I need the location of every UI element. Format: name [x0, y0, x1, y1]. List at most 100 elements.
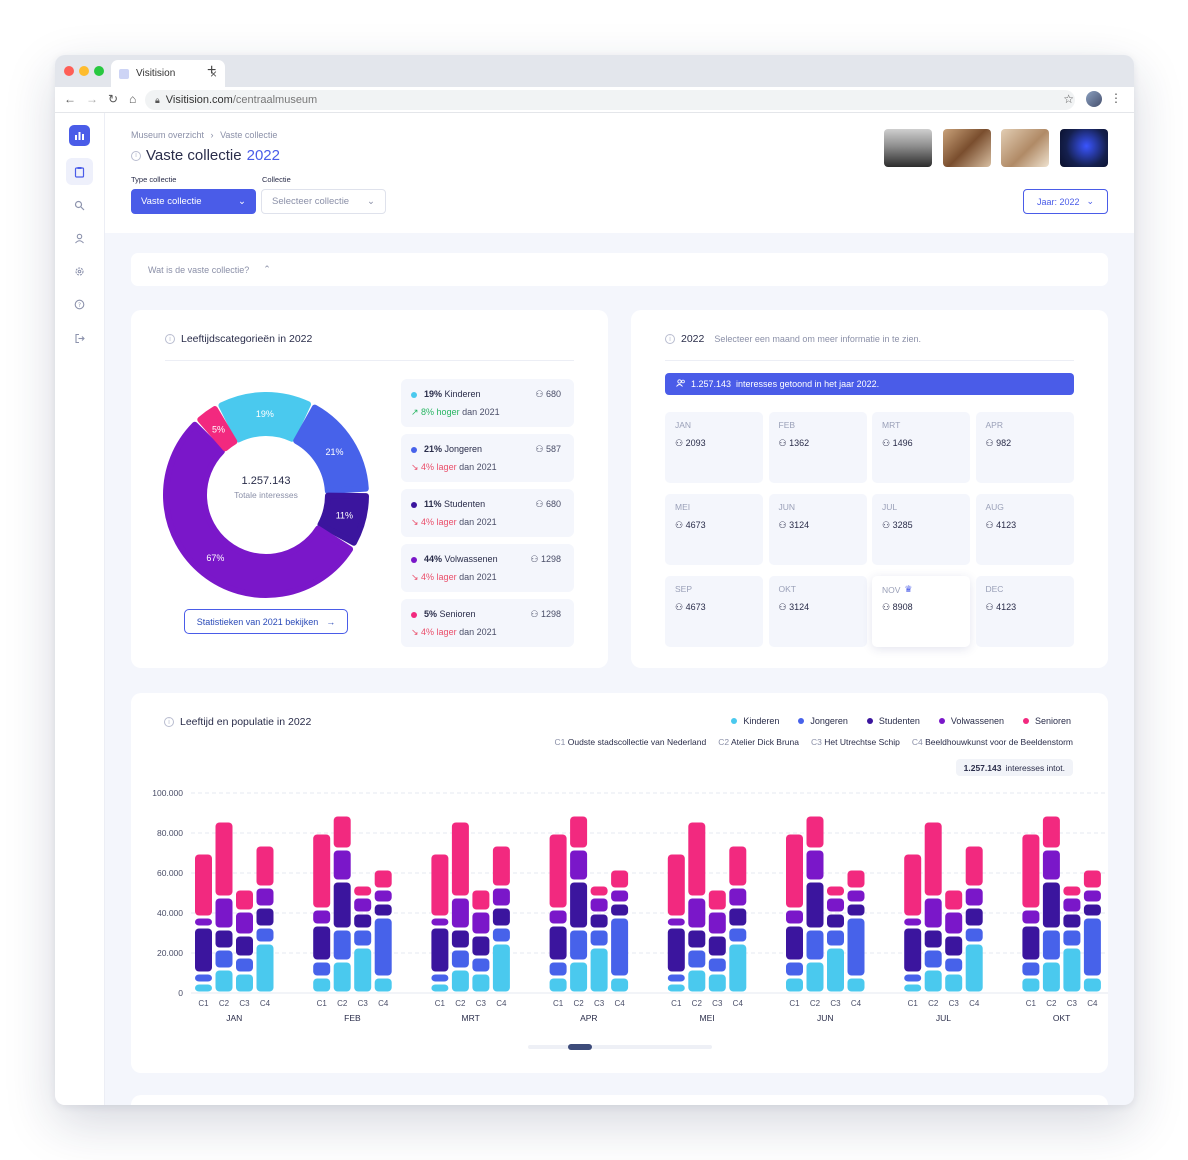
- bar-segment-kinderen[interactable]: [786, 978, 803, 992]
- bar-segment-kinderen[interactable]: [354, 948, 372, 992]
- info-icon[interactable]: i: [165, 334, 175, 344]
- sidebar-user-icon[interactable]: [66, 225, 93, 252]
- bar-segment-jongeren[interactable]: [688, 950, 706, 968]
- bar-segment-jongeren[interactable]: [729, 928, 747, 942]
- donut-slice-0[interactable]: [218, 392, 312, 443]
- bar-segment-senioren[interactable]: [333, 816, 351, 848]
- bar-segment-studenten[interactable]: [806, 882, 824, 928]
- breadcrumb-root[interactable]: Museum overzicht: [131, 130, 205, 140]
- bar-segment-jongeren[interactable]: [806, 930, 824, 960]
- bar-segment-senioren[interactable]: [354, 886, 372, 896]
- bar-segment-senioren[interactable]: [965, 846, 983, 886]
- bar-segment-volwassenen[interactable]: [590, 898, 608, 912]
- month-tile-apr[interactable]: APR ⚇ 982: [975, 412, 1074, 483]
- donut-slice-1[interactable]: [293, 404, 369, 495]
- bar-segment-senioren[interactable]: [215, 822, 233, 896]
- bar-segment-volwassenen[interactable]: [256, 888, 274, 906]
- bar-segment-kinderen[interactable]: [549, 978, 567, 992]
- bar-segment-kinderen[interactable]: [667, 984, 685, 992]
- bar-segment-volwassenen[interactable]: [215, 898, 233, 928]
- bar-segment-studenten[interactable]: [729, 908, 747, 926]
- bar-segment-senioren[interactable]: [590, 886, 608, 896]
- month-tile-dec[interactable]: DEC ⚇ 4123: [975, 576, 1074, 647]
- bar-segment-volwassenen[interactable]: [945, 912, 963, 934]
- bar-segment-kinderen[interactable]: [729, 944, 747, 992]
- bar-segment-jongeren[interactable]: [570, 930, 588, 960]
- bar-segment-studenten[interactable]: [945, 936, 963, 956]
- bar-segment-volwassenen[interactable]: [688, 898, 706, 928]
- bar-segment-jongeren[interactable]: [236, 958, 253, 972]
- month-tile-sep[interactable]: SEP ⚇ 4673: [665, 576, 763, 647]
- bar-segment-volwassenen[interactable]: [313, 910, 331, 924]
- bar-segment-studenten[interactable]: [195, 928, 212, 972]
- bar-segment-volwassenen[interactable]: [451, 898, 469, 928]
- age-category-item[interactable]: 44% Volwassenen ⚇ 1298 ↘ 4% lager dan 2021: [401, 544, 574, 592]
- bar-segment-senioren[interactable]: [786, 834, 803, 908]
- new-tab-icon[interactable]: +: [207, 62, 217, 79]
- bar-segment-volwassenen[interactable]: [1083, 890, 1101, 902]
- bar-segment-senioren[interactable]: [806, 816, 824, 848]
- info-icon[interactable]: i: [665, 334, 675, 344]
- bar-segment-jongeren[interactable]: [1022, 962, 1040, 976]
- bar-segment-jongeren[interactable]: [256, 928, 274, 942]
- bar-segment-volwassenen[interactable]: [729, 888, 747, 906]
- close-window-icon[interactable]: [64, 66, 74, 76]
- maximize-window-icon[interactable]: [94, 66, 104, 76]
- bar-segment-studenten[interactable]: [313, 926, 331, 960]
- chart-scrollbar[interactable]: [528, 1044, 712, 1050]
- bar-segment-senioren[interactable]: [236, 890, 253, 910]
- bar-segment-volwassenen[interactable]: [965, 888, 983, 906]
- bar-segment-studenten[interactable]: [924, 930, 942, 948]
- legend-item[interactable]: Kinderen: [731, 716, 779, 726]
- bar-segment-senioren[interactable]: [195, 854, 212, 916]
- bar-segment-studenten[interactable]: [904, 928, 922, 972]
- bar-segment-jongeren[interactable]: [924, 950, 942, 968]
- bar-segment-volwassenen[interactable]: [708, 912, 726, 934]
- bar-segment-jongeren[interactable]: [333, 930, 351, 960]
- bar-segment-senioren[interactable]: [549, 834, 567, 908]
- bar-segment-studenten[interactable]: [451, 930, 469, 948]
- legend-item[interactable]: Volwassenen: [938, 716, 1004, 726]
- month-tile-aug[interactable]: AUG ⚇ 4123: [975, 494, 1074, 565]
- bar-segment-senioren[interactable]: [1063, 886, 1081, 896]
- bar-segment-kinderen[interactable]: [451, 970, 469, 992]
- bar-segment-studenten[interactable]: [708, 936, 726, 956]
- bar-segment-kinderen[interactable]: [965, 944, 983, 992]
- bar-segment-kinderen[interactable]: [570, 962, 588, 992]
- bar-segment-jongeren[interactable]: [904, 974, 922, 982]
- bar-segment-kinderen[interactable]: [827, 948, 844, 992]
- bar-segment-jongeren[interactable]: [215, 950, 233, 968]
- bar-segment-studenten[interactable]: [431, 928, 449, 972]
- bar-segment-studenten[interactable]: [827, 914, 844, 928]
- bar-segment-kinderen[interactable]: [924, 970, 942, 992]
- month-tile-mrt[interactable]: MRT ⚇ 1496: [872, 412, 970, 483]
- bar-segment-studenten[interactable]: [1083, 904, 1101, 916]
- bar-segment-kinderen[interactable]: [611, 978, 629, 992]
- bar-segment-senioren[interactable]: [945, 890, 963, 910]
- month-tile-mei[interactable]: MEI ⚇ 4673: [665, 494, 763, 565]
- profile-avatar[interactable]: [1086, 91, 1102, 107]
- bar-segment-jongeren[interactable]: [667, 974, 685, 982]
- bar-segment-studenten[interactable]: [215, 930, 233, 948]
- year-dropdown[interactable]: Jaar: 2022 ⌄: [1023, 189, 1108, 214]
- bar-segment-senioren[interactable]: [667, 854, 685, 916]
- bar-segment-studenten[interactable]: [549, 926, 567, 960]
- bar-segment-jongeren[interactable]: [472, 958, 490, 972]
- bar-segment-jongeren[interactable]: [708, 958, 726, 972]
- back-icon[interactable]: ←: [64, 92, 76, 106]
- bar-segment-jongeren[interactable]: [549, 962, 567, 976]
- age-category-item[interactable]: 21% Jongeren ⚇ 587 ↘ 4% lager dan 2021: [401, 434, 574, 482]
- bar-segment-senioren[interactable]: [256, 846, 274, 886]
- bar-segment-senioren[interactable]: [451, 822, 469, 896]
- bar-segment-senioren[interactable]: [904, 854, 922, 916]
- artwork-thumbnail-3[interactable]: [1001, 129, 1049, 167]
- bar-segment-volwassenen[interactable]: [806, 850, 824, 880]
- bookmark-star-icon[interactable]: ☆: [1063, 92, 1074, 106]
- bar-segment-kinderen[interactable]: [708, 974, 726, 992]
- bar-segment-kinderen[interactable]: [806, 962, 824, 992]
- bar-segment-jongeren[interactable]: [354, 930, 372, 946]
- browser-tab[interactable]: Visitision ×: [111, 60, 225, 87]
- bar-segment-kinderen[interactable]: [256, 944, 274, 992]
- bar-segment-jongeren[interactable]: [965, 928, 983, 942]
- bar-segment-volwassenen[interactable]: [1022, 910, 1040, 924]
